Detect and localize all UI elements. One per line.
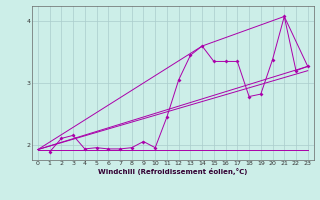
X-axis label: Windchill (Refroidissement éolien,°C): Windchill (Refroidissement éolien,°C) (98, 168, 247, 175)
